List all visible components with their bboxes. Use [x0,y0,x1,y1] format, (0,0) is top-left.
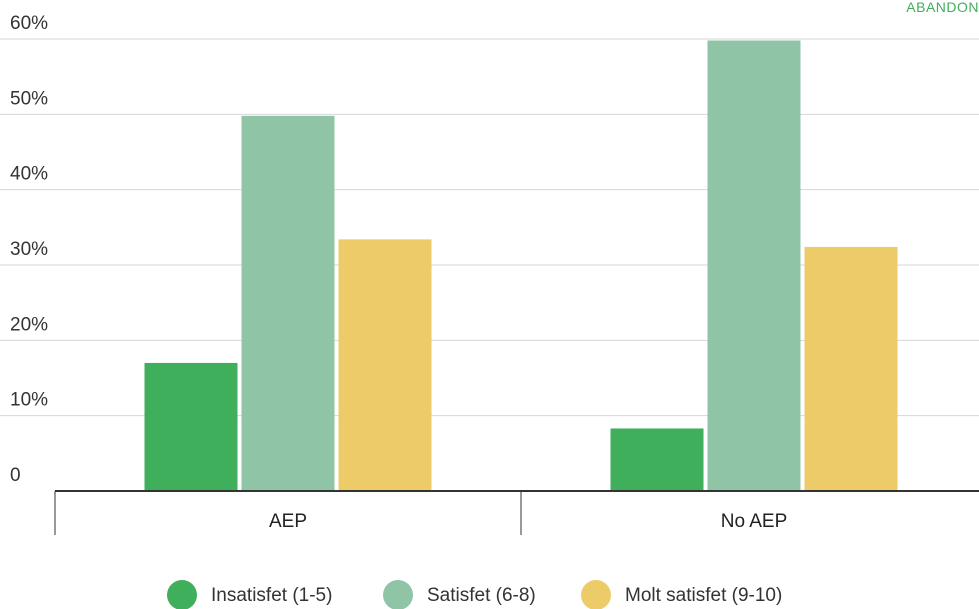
legend-label: Insatisfet (1-5) [211,585,332,606]
y-tick-label: 40% [10,164,48,185]
legend-swatch [581,580,611,609]
legend-swatch [383,580,413,609]
bar [241,115,335,491]
legend-label: Satisfet (6-8) [427,585,536,606]
gridlines: 0 10% 20% 30% 40% 50% 60% [0,13,979,486]
x-category-label: No AEP [721,511,788,532]
bar [610,428,704,491]
legend-label: Molt satisfet (9-10) [625,585,782,606]
bar [144,362,238,491]
y-tick-label: 50% [10,88,48,109]
y-tick-label: 20% [10,314,48,335]
bars [144,40,898,492]
corner-label: ABANDON [906,0,979,15]
y-tick-label: 30% [10,239,48,260]
bar [707,40,801,492]
y-tick-label: 10% [10,390,48,411]
y-tick-label: 0 [10,465,21,486]
y-tick-label: 60% [10,13,48,34]
legend: Insatisfet (1-5) Satisfet (6-8) Molt satis… [167,580,782,609]
x-axis: AEP No AEP [54,490,979,535]
legend-swatch [167,580,197,609]
x-category-label: AEP [269,511,307,532]
bar [338,239,432,491]
bar [804,246,898,491]
